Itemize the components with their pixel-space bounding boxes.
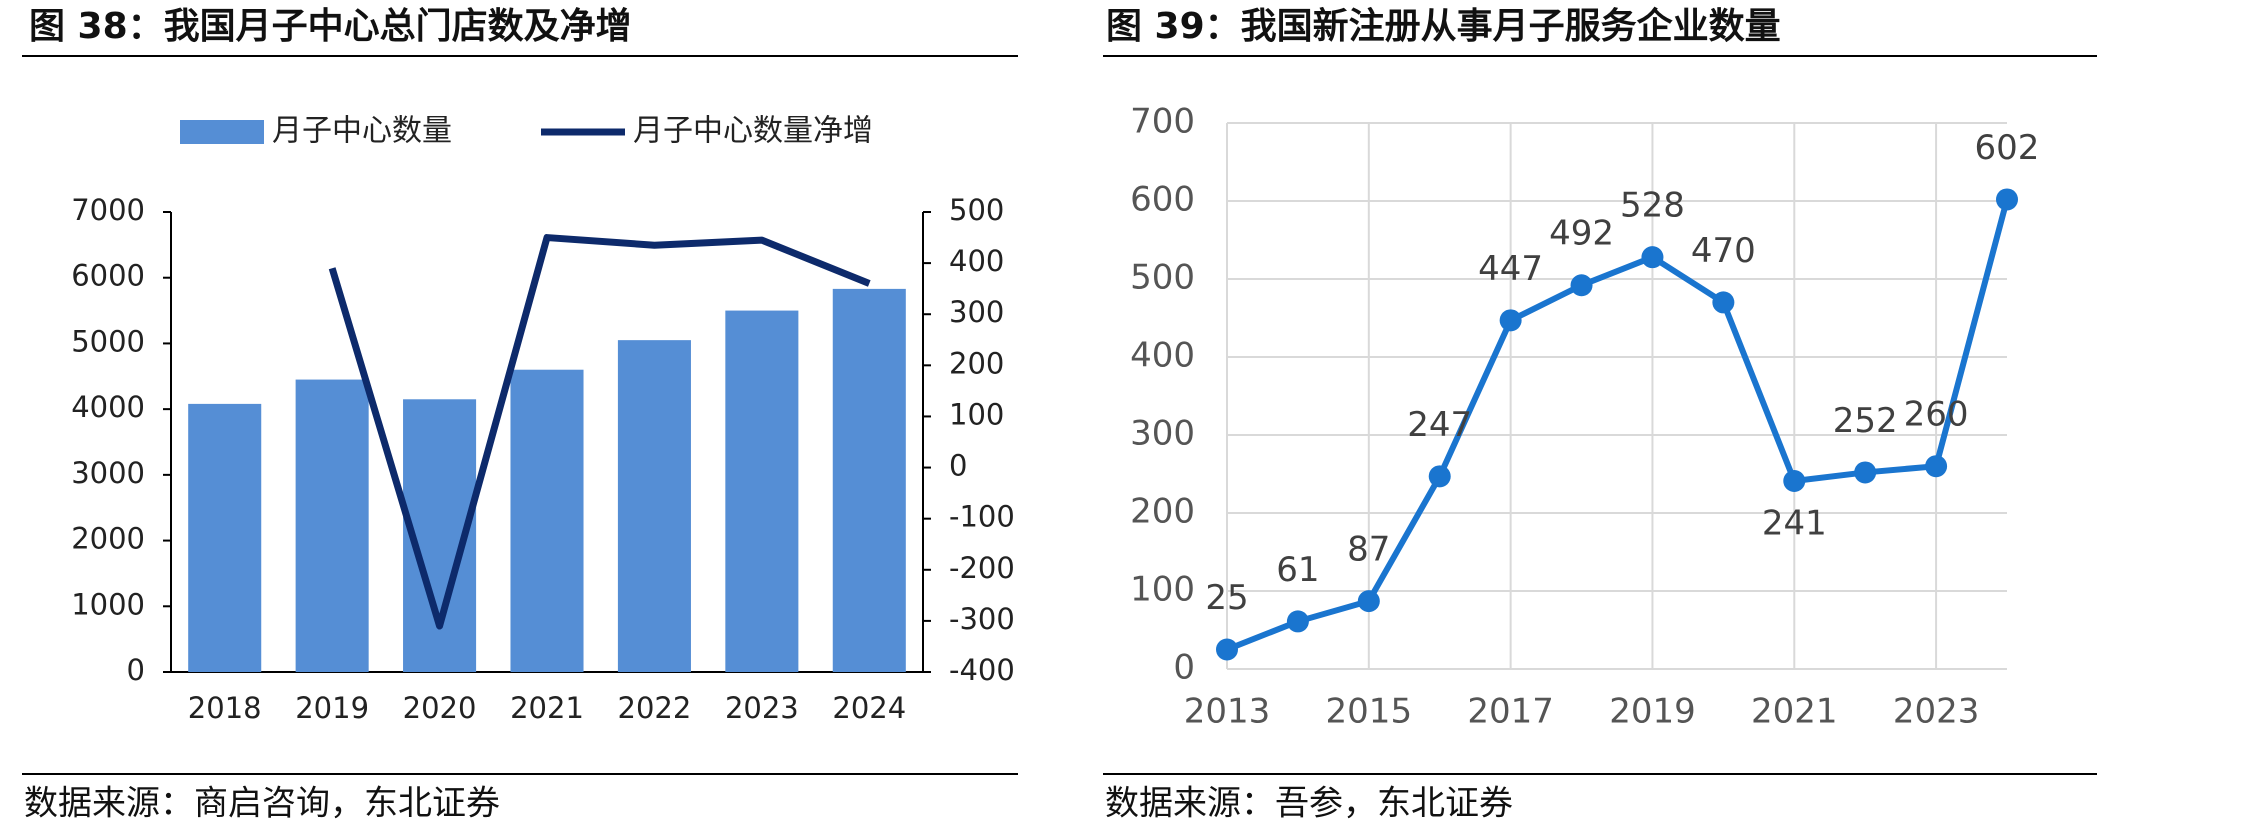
- y2-tick-label: 500: [949, 193, 1004, 227]
- bar: [188, 403, 262, 672]
- point: [1996, 188, 2018, 211]
- chart-title: 图 38：我国月子中心总门店数及净增: [29, 6, 632, 47]
- line: [328, 234, 871, 630]
- x-tick-label: 2018: [188, 691, 262, 725]
- legend-label: 月子中心数量净增: [633, 114, 873, 149]
- y2-tick-label: -300: [949, 602, 1015, 636]
- point: [1925, 455, 1948, 478]
- y-tick-label: 7000: [71, 193, 145, 227]
- point: [1286, 610, 1309, 633]
- bar: [510, 369, 584, 672]
- y2-tick-label: -200: [949, 551, 1015, 585]
- x-tick-label: 2013: [1184, 692, 1271, 732]
- x-tick-label: 2021: [1751, 692, 1838, 732]
- data-label: 61: [1276, 550, 1319, 590]
- x-tick-label: 2017: [1467, 692, 1554, 732]
- y2-tick-label: 400: [949, 244, 1004, 278]
- bar: [725, 310, 799, 672]
- y-tick-label: 600: [1130, 180, 1195, 220]
- y-tick-label: 5000: [71, 324, 145, 358]
- data-label: 252: [1833, 401, 1898, 441]
- x-tick-label: 2023: [725, 691, 799, 725]
- point: [1499, 309, 1522, 332]
- bar: [617, 340, 691, 672]
- x-tick-label: 2024: [832, 691, 906, 725]
- line: [1225, 198, 2010, 653]
- data-label: 87: [1347, 530, 1390, 570]
- y-tick-label: 6000: [71, 259, 145, 293]
- point: [1570, 274, 1593, 297]
- y-tick-label: 100: [1130, 570, 1195, 610]
- data-label: 447: [1478, 249, 1543, 289]
- bar: [295, 379, 369, 672]
- x-tick-label: 2021: [510, 691, 584, 725]
- point: [1357, 590, 1380, 613]
- point: [1854, 461, 1877, 484]
- y-tick-label: 3000: [71, 456, 145, 490]
- point: [1216, 638, 1238, 661]
- point: [1428, 465, 1451, 488]
- y2-tick-label: -400: [949, 653, 1015, 687]
- x-tick-label: 2015: [1326, 692, 1413, 732]
- bar: [832, 288, 906, 672]
- data-label: 247: [1407, 405, 1472, 445]
- legend-label: 月子中心数量: [272, 114, 452, 149]
- y-tick-label: 1000: [71, 587, 145, 621]
- data-label: 470: [1691, 231, 1756, 271]
- data-label: 260: [1904, 395, 1969, 435]
- source: 数据来源：商启咨询，东北证券: [24, 784, 500, 824]
- x-tick-label: 2020: [403, 691, 477, 725]
- chart-title: 图 39：我国新注册从事月子服务企业数量: [1106, 5, 1781, 47]
- y2-tick-label: 100: [949, 397, 1004, 431]
- x-tick-label: 2022: [618, 691, 692, 725]
- point: [1712, 291, 1735, 314]
- y2-tick-label: 0: [949, 449, 967, 483]
- x-tick-label: 2023: [1893, 692, 1980, 732]
- y-tick-label: 0: [1173, 648, 1195, 688]
- y-tick-label: 2000: [71, 522, 145, 556]
- y-tick-label: 500: [1130, 258, 1195, 298]
- x-tick-label: 2019: [295, 691, 369, 725]
- x-tick-label: 2019: [1609, 692, 1696, 732]
- y-tick-label: 0: [127, 653, 145, 687]
- y-tick-label: 4000: [71, 390, 145, 424]
- data-label: 528: [1620, 186, 1685, 226]
- point: [1641, 246, 1664, 269]
- y2-tick-label: 200: [949, 346, 1004, 380]
- legend-swatch: [180, 120, 264, 144]
- source: 数据来源：吾参，东北证券: [1105, 784, 1513, 824]
- data-label: 602: [1975, 128, 2040, 168]
- y-tick-label: 400: [1130, 336, 1195, 376]
- y-tick-label: 200: [1130, 492, 1195, 532]
- data-label: 492: [1549, 214, 1614, 254]
- data-label: 25: [1205, 578, 1248, 618]
- y2-tick-label: 300: [949, 295, 1004, 329]
- y-tick-label: 300: [1130, 414, 1195, 454]
- y2-tick-label: -100: [949, 500, 1015, 534]
- y-tick-label: 700: [1130, 102, 1195, 142]
- point: [1783, 470, 1806, 493]
- data-label: 241: [1762, 504, 1827, 544]
